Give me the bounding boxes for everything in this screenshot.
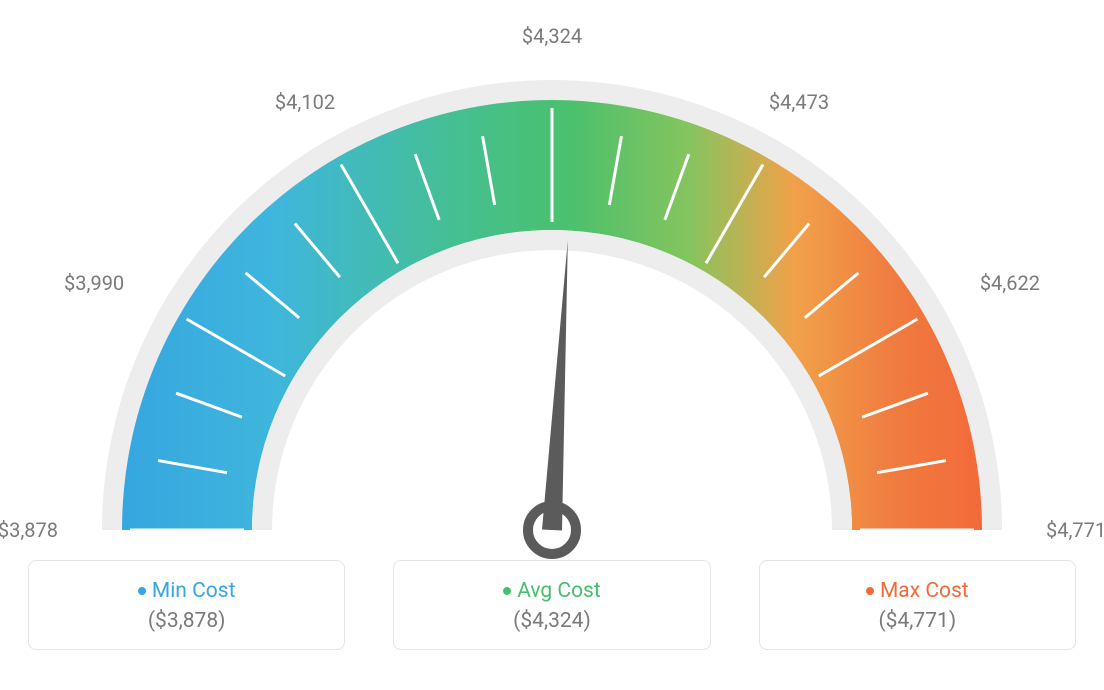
svg-text:$4,771: $4,771 [1046,518,1104,542]
gauge-chart: $3,878 $3,990 $4,102 $4,324 $4,473 $4,622 $4,7… [0,0,1104,560]
legend-title-avg: Avg Cost [406,579,697,603]
legend-dot-avg [503,587,511,595]
gauge-svg: $3,878 $3,990 $4,102 $4,324 $4,473 $4,622 $4,7… [0,0,1104,560]
svg-text:$4,622: $4,622 [980,271,1040,295]
legend-value-max: ($4,771) [772,609,1063,633]
svg-text:$4,473: $4,473 [769,90,829,114]
legend-value-avg: ($4,324) [406,609,697,633]
legend-card-min: Min Cost ($3,878) [28,560,345,650]
legend-value-min: ($3,878) [41,609,332,633]
svg-text:$4,324: $4,324 [522,24,582,48]
legend-title-min: Min Cost [41,579,332,603]
legend-card-avg: Avg Cost ($4,324) [393,560,710,650]
svg-text:$3,990: $3,990 [64,271,124,295]
legend-row: Min Cost ($3,878) Avg Cost ($4,324) Max … [0,560,1104,650]
svg-text:$3,878: $3,878 [0,518,58,542]
legend-title-max: Max Cost [772,579,1063,603]
legend-card-max: Max Cost ($4,771) [759,560,1076,650]
legend-label-max: Max Cost [880,579,969,603]
svg-text:$4,102: $4,102 [275,90,335,114]
legend-label-min: Min Cost [152,579,236,603]
legend-label-avg: Avg Cost [517,579,601,603]
legend-dot-min [138,587,146,595]
legend-dot-max [866,587,874,595]
